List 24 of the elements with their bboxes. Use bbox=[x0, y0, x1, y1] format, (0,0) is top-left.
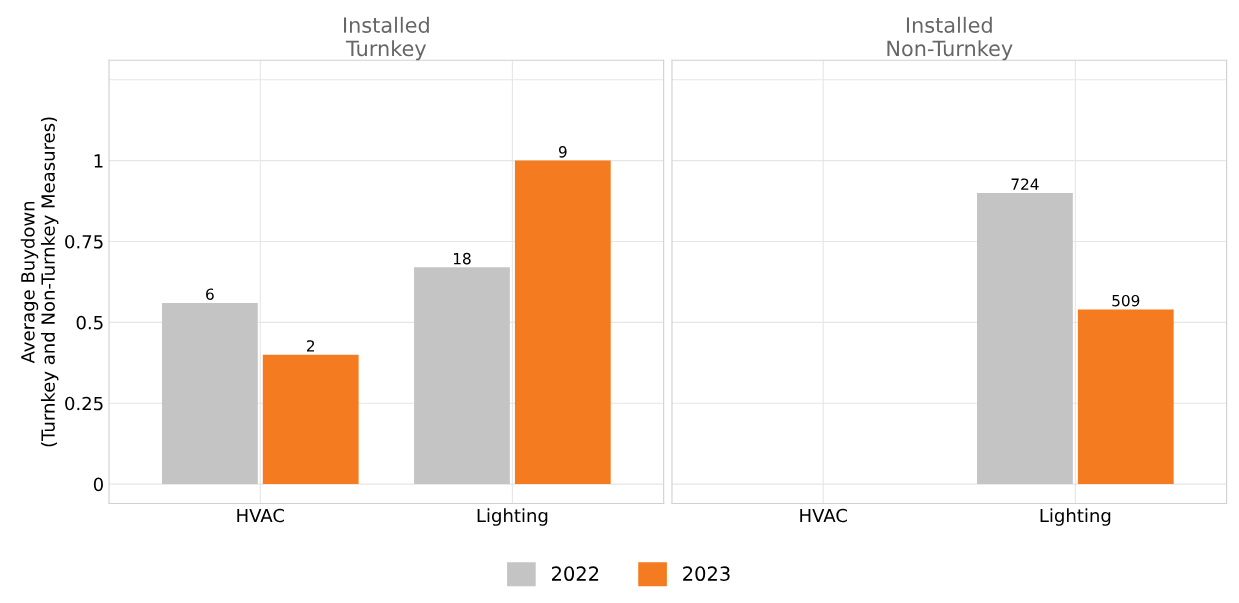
bar bbox=[161, 302, 258, 485]
x-tick-label: Lighting bbox=[477, 508, 548, 526]
y-axis-title: Average Buydown (Turnkey and Non-Turnkey Measures) bbox=[20, 117, 59, 447]
x-tick-label: HVAC bbox=[237, 508, 285, 523]
annotation: 6 bbox=[206, 288, 214, 300]
legend-label: 2022 bbox=[551, 566, 599, 582]
bar bbox=[414, 267, 510, 485]
annotation: 18 bbox=[453, 252, 471, 265]
y-tick-label: 0 bbox=[93, 477, 103, 492]
chart-title: Installed Non-Turnkey bbox=[887, 16, 1013, 61]
legend-label: 2023 bbox=[683, 566, 730, 582]
y-tick-label: 0.5 bbox=[76, 315, 103, 330]
annotation: 9 bbox=[558, 146, 567, 158]
annotation: 509 bbox=[1112, 294, 1140, 307]
annotation: 2 bbox=[306, 340, 315, 352]
bar bbox=[262, 354, 359, 485]
bar bbox=[514, 160, 611, 485]
y-tick-label: 1 bbox=[94, 154, 103, 168]
x-tick-label: Lighting bbox=[1040, 508, 1111, 526]
y-tick-label: 0.75 bbox=[65, 234, 103, 249]
y-tick-label: 0.25 bbox=[65, 396, 103, 411]
annotation: 724 bbox=[1011, 178, 1039, 190]
x-tick-label: HVAC bbox=[800, 508, 847, 523]
chart-title: Installed Turnkey bbox=[344, 16, 429, 61]
